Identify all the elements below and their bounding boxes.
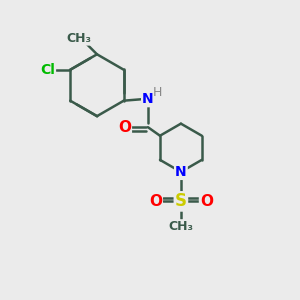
Text: N: N — [175, 165, 187, 179]
Text: CH₃: CH₃ — [67, 32, 92, 45]
Text: O: O — [118, 120, 131, 135]
Text: S: S — [175, 192, 187, 210]
Text: N: N — [142, 92, 154, 106]
Text: O: O — [200, 194, 213, 209]
Text: H: H — [153, 86, 162, 99]
Text: O: O — [149, 194, 162, 209]
Text: Cl: Cl — [40, 63, 55, 77]
Text: CH₃: CH₃ — [168, 220, 194, 233]
